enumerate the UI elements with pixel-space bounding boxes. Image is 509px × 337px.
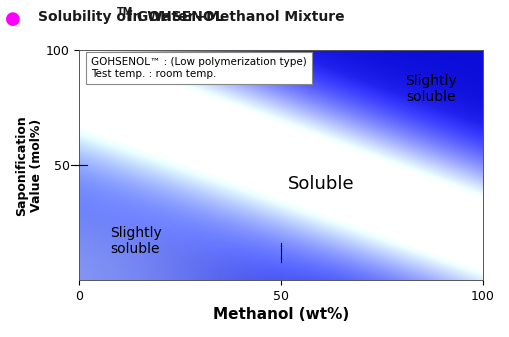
Text: GOHSENOL™ : (Low polymerization type)
Test temp. : room temp.: GOHSENOL™ : (Low polymerization type) Te… xyxy=(91,57,306,79)
Text: Soluble: Soluble xyxy=(288,175,354,193)
Text: Slightly
soluble: Slightly soluble xyxy=(110,226,161,256)
Text: TM: TM xyxy=(117,7,133,17)
Y-axis label: Saponification
Value (mol%): Saponification Value (mol%) xyxy=(15,115,43,216)
X-axis label: Methanol (wt%): Methanol (wt%) xyxy=(213,307,349,322)
Text: in Water−Methanol Mixture: in Water−Methanol Mixture xyxy=(123,10,345,24)
Text: Solubility of GOHSENOL: Solubility of GOHSENOL xyxy=(38,10,223,24)
Text: ●: ● xyxy=(5,10,21,28)
Text: Slightly
soluble: Slightly soluble xyxy=(404,74,456,104)
